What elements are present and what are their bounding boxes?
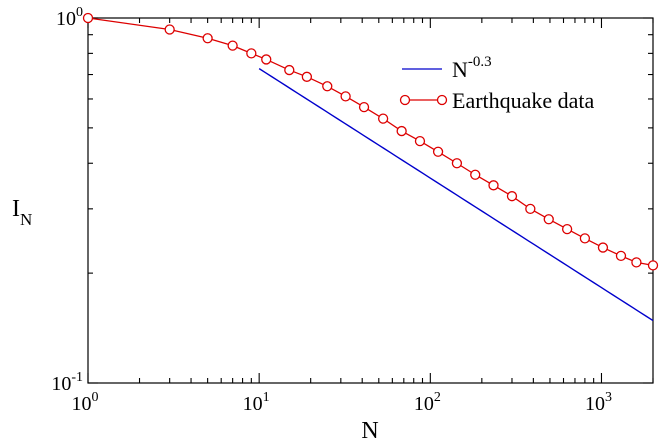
y-axis-label-subscript: N [20, 210, 32, 229]
legend-label-power-law: N-0.3 [452, 54, 492, 82]
earthquake-data-point [82, 12, 94, 24]
earthquake-data-point [470, 169, 481, 180]
earthquake-data-point [414, 135, 426, 147]
earthquake-data-point [377, 113, 389, 124]
earthquake-data-point [543, 214, 554, 225]
earthquake-data-point [322, 81, 333, 92]
x-tick-label: 101 [243, 390, 270, 415]
earthquake-data-point [358, 101, 370, 113]
earthquake-data-point [561, 223, 573, 235]
earthquake-data-point [631, 257, 642, 268]
legend: N-0.3 Earthquake data [399, 54, 595, 113]
y-axis-label: IN [12, 196, 32, 229]
plot-frame [87, 17, 654, 384]
y-tick-label: 10-1 [51, 370, 83, 395]
earthquake-data-point [506, 191, 518, 202]
x-tick-label: 103 [585, 390, 612, 415]
series-layer [82, 12, 659, 322]
earthquake-data-point [432, 146, 444, 157]
x-axis-label: N [361, 418, 378, 444]
x-tick-label: 100 [72, 390, 99, 415]
earthquake-data-point [340, 91, 351, 102]
y-axis-label-main: I [12, 196, 20, 222]
earthquake-data-point [284, 64, 295, 76]
earthquake-data-point [525, 203, 536, 215]
x-tick-label: 102 [414, 390, 441, 415]
ticks [87, 17, 654, 384]
earthquake-data-point [488, 180, 499, 191]
earthquake-data-point [451, 158, 463, 169]
legend-label-earthquake: Earthquake data [452, 88, 595, 113]
earthquake-data-point [227, 40, 238, 51]
earthquake-data-point [647, 260, 659, 271]
earthquake-data-point [597, 242, 609, 253]
y-tick-label: 100 [56, 5, 83, 30]
series-power-law-line [258, 68, 654, 322]
legend-marker-earthquake-left [399, 94, 411, 106]
earthquake-data-point [301, 71, 313, 82]
earthquake-data-point [246, 48, 257, 59]
earthquake-data-point [615, 250, 627, 262]
earthquake-data-point [164, 24, 175, 35]
legend-marker-earthquake-right [436, 94, 448, 106]
earthquake-data-point [579, 233, 591, 244]
earthquake-data-point [396, 125, 407, 137]
earthquake-data-point [261, 54, 272, 65]
earthquake-data-point [202, 33, 213, 44]
